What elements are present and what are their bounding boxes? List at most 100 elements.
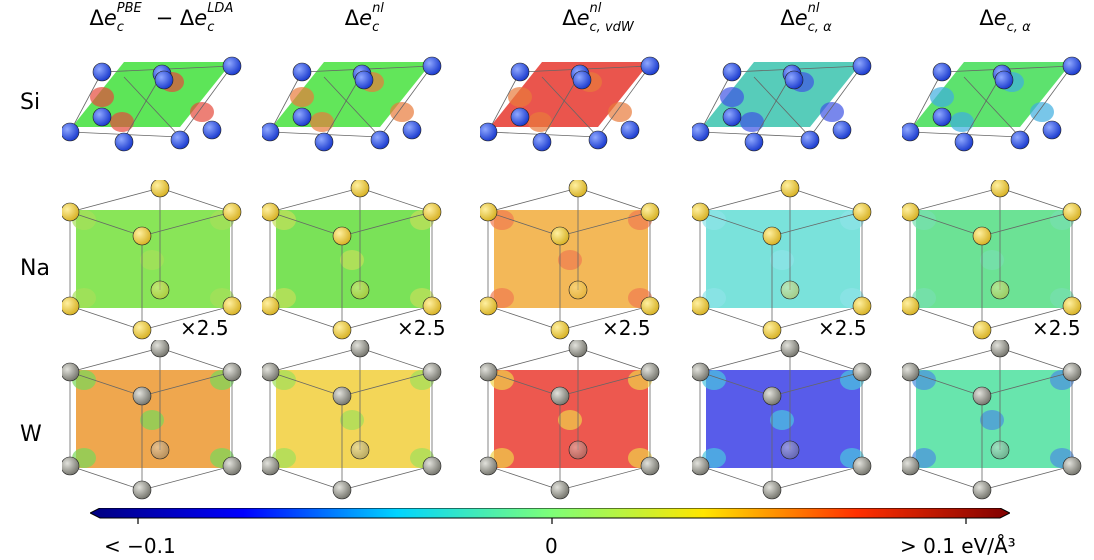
cell-edge bbox=[341, 305, 433, 331]
cell-edge bbox=[699, 465, 773, 491]
cell-edge bbox=[269, 211, 343, 237]
atom bbox=[62, 202, 80, 222]
atom bbox=[510, 62, 530, 82]
density-spot bbox=[950, 112, 974, 132]
atom bbox=[314, 132, 334, 152]
atom bbox=[780, 280, 800, 300]
atom bbox=[1010, 130, 1030, 150]
cell-edge bbox=[771, 305, 863, 331]
cell-edge bbox=[699, 211, 773, 237]
atom bbox=[572, 70, 592, 90]
panel-na-3 bbox=[480, 180, 660, 340]
atom bbox=[422, 56, 442, 76]
density-spot bbox=[980, 250, 1004, 270]
atom bbox=[532, 132, 552, 152]
atom bbox=[902, 122, 920, 142]
atom bbox=[332, 480, 352, 500]
atom bbox=[990, 340, 1010, 358]
atom bbox=[170, 130, 190, 150]
cell-edge bbox=[487, 465, 561, 491]
atom bbox=[262, 202, 280, 222]
atom bbox=[332, 320, 352, 340]
atom bbox=[640, 362, 660, 382]
density-spot bbox=[528, 112, 552, 132]
atom bbox=[1062, 362, 1082, 382]
density-spot bbox=[340, 410, 364, 430]
cell-edge bbox=[269, 347, 361, 373]
density-spot bbox=[980, 410, 1004, 430]
atom bbox=[994, 70, 1014, 90]
density-spot bbox=[558, 250, 582, 270]
atom bbox=[972, 480, 992, 500]
atom bbox=[292, 62, 312, 82]
density-spot bbox=[310, 112, 334, 132]
atom bbox=[620, 120, 640, 140]
cell-edge bbox=[789, 187, 863, 213]
cell-edge bbox=[699, 71, 733, 133]
atom bbox=[550, 226, 570, 246]
atom bbox=[990, 440, 1010, 460]
atom bbox=[852, 456, 872, 476]
atom bbox=[954, 132, 974, 152]
atom bbox=[800, 130, 820, 150]
atom bbox=[588, 130, 608, 150]
cell-edge bbox=[323, 76, 381, 138]
panel-na-4 bbox=[692, 180, 872, 340]
cell-edge bbox=[699, 305, 773, 331]
cell-edge bbox=[909, 371, 983, 397]
atom bbox=[62, 122, 80, 142]
atom bbox=[262, 122, 280, 142]
cell-edge bbox=[541, 76, 599, 138]
atom bbox=[222, 296, 242, 316]
density-spot bbox=[110, 112, 134, 132]
cell-edge bbox=[559, 211, 651, 237]
atom bbox=[744, 132, 764, 152]
cell-edge bbox=[69, 465, 143, 491]
atom bbox=[332, 226, 352, 246]
atom bbox=[62, 456, 80, 476]
atom bbox=[332, 386, 352, 406]
atom bbox=[550, 320, 570, 340]
cell-edge bbox=[269, 71, 303, 133]
atom bbox=[132, 226, 152, 246]
cell-edge bbox=[809, 65, 863, 138]
atom bbox=[722, 62, 742, 82]
cell-edge bbox=[359, 347, 433, 373]
atom bbox=[972, 226, 992, 246]
atom bbox=[92, 62, 112, 82]
density-spot bbox=[770, 410, 794, 430]
cell-edge bbox=[487, 71, 521, 133]
atom bbox=[568, 280, 588, 300]
cell-edge bbox=[121, 73, 163, 143]
panel-na-2 bbox=[262, 180, 442, 340]
atom bbox=[202, 120, 222, 140]
atom bbox=[350, 340, 370, 358]
atom bbox=[902, 296, 920, 316]
atom bbox=[222, 56, 242, 76]
cell-edge bbox=[487, 187, 579, 213]
atom bbox=[932, 107, 952, 127]
cell-edge bbox=[751, 73, 793, 143]
cell-edge bbox=[69, 347, 161, 373]
atom bbox=[1062, 56, 1082, 76]
density-spot bbox=[140, 410, 164, 430]
atom bbox=[510, 107, 530, 127]
cell-edge bbox=[559, 305, 651, 331]
atom bbox=[480, 296, 498, 316]
atom bbox=[262, 456, 280, 476]
atom bbox=[422, 296, 442, 316]
panel-w-1 bbox=[62, 340, 242, 500]
atom bbox=[692, 296, 710, 316]
density-spot bbox=[508, 87, 532, 107]
cell-edge bbox=[753, 76, 811, 138]
cell-edge bbox=[321, 73, 363, 143]
atom bbox=[692, 202, 710, 222]
panel-w-4 bbox=[692, 340, 872, 500]
atom bbox=[480, 362, 498, 382]
cell-edge bbox=[269, 371, 343, 397]
cell-edge bbox=[771, 211, 863, 237]
atom bbox=[852, 362, 872, 382]
cell-edge bbox=[487, 347, 579, 373]
cell-edge bbox=[379, 65, 433, 138]
atom bbox=[150, 180, 170, 198]
